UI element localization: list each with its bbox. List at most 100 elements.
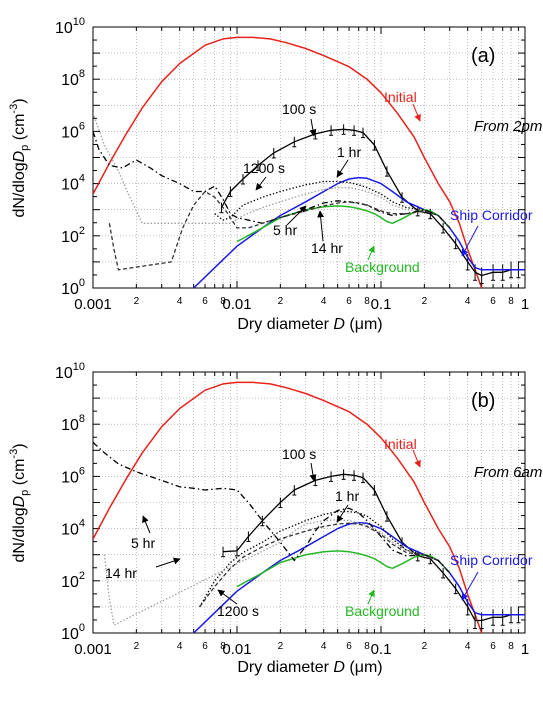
x-minor-tick-label: 2	[422, 296, 428, 307]
x-minor-tick-label: 6	[490, 641, 496, 652]
annotation-background-arrow	[367, 245, 375, 261]
annotation-ship-corridor-arrow	[461, 571, 479, 601]
series-line-1-hr	[199, 510, 451, 608]
x-minor-tick-label: 8	[364, 296, 370, 307]
y-tick-label: 108	[61, 68, 85, 89]
chart-panel-a: 0.001 0.01 0.1 1 2 4 6 8 2 4 6 8 2 4 6 8 100 102 104 106 108…	[8, 16, 542, 333]
annotation-initial: Initial	[384, 89, 417, 105]
y-tick-label: 102	[61, 225, 85, 246]
x-minor-tick-label: 4	[177, 641, 183, 652]
annotation-1200-s: 1200 s	[243, 160, 285, 176]
annotation-5-hr: 5 hr	[273, 222, 297, 238]
x-major-tick-label: 0.1	[371, 296, 392, 313]
y-tick-label: 1010	[55, 16, 85, 37]
x-minor-tick-label: 2	[134, 296, 140, 307]
annotation-100-s-arrow	[309, 462, 317, 482]
x-major-tick-label: 0.001	[74, 641, 112, 658]
annotation-14-hr: 14 hr	[311, 240, 343, 256]
x-axis-label: Dry diameter D (μm)	[237, 659, 382, 676]
y-tick-label: 104	[61, 518, 85, 539]
chart-panel-b: 0.001 0.01 0.1 1 2 4 6 8 2 4 6 8 2 4 6 8 100 102 104 106 108…	[8, 361, 542, 676]
x-minor-tick-label: 4	[177, 296, 183, 307]
y-tick-label: 102	[61, 570, 85, 591]
x-major-tick-label: 0.01	[222, 296, 251, 313]
annotation-initial-arrow	[412, 449, 421, 468]
annotation-1200-s: 1200 s	[217, 603, 259, 619]
x-minor-tick-label: 2	[278, 641, 284, 652]
x-minor-tick-label: 4	[321, 641, 327, 652]
annotation-1200-s-arrow	[217, 589, 238, 605]
x-minor-tick-label: 8	[364, 641, 370, 652]
annotation-ship-corridor-arrow	[461, 225, 479, 257]
series-line-14-hr	[199, 522, 451, 608]
tick-marks	[92, 371, 525, 634]
annotation-ship-corridor: Ship Corridor	[450, 552, 533, 568]
x-minor-tick-label: 8	[220, 296, 226, 307]
x-minor-tick-label: 4	[321, 296, 327, 307]
gridlines	[93, 27, 525, 288]
x-major-tick-label: 1	[521, 296, 529, 313]
annotation-1-hr: 1 hr	[335, 488, 359, 504]
series-line-ship-corridor	[193, 176, 525, 288]
annotation-100-s: 100 s	[282, 446, 316, 462]
y-tick-label: 106	[61, 465, 85, 486]
series-line-ship-corridor	[193, 521, 525, 633]
series-line-14-hr	[108, 190, 451, 271]
series-line-background	[236, 550, 451, 588]
annotation-ship-corridor: Ship Corridor	[450, 207, 533, 223]
y-axis-label: dN/dlogDp (cm-3)	[8, 443, 31, 562]
series-line-initial	[93, 36, 483, 288]
x-minor-tick-label: 6	[346, 641, 352, 652]
x-major-tick-label: 0.001	[74, 296, 112, 313]
series-line-100-s	[220, 128, 519, 277]
x-minor-tick-label: 4	[465, 641, 471, 652]
annotation-100-s: 100 s	[282, 101, 316, 117]
annotation-background: Background	[345, 259, 420, 275]
x-major-tick-label: 0.1	[371, 641, 392, 658]
panel-label: (a)	[471, 45, 495, 67]
series-line-initial	[93, 381, 483, 633]
annotation-1-hr-arrow	[336, 504, 349, 523]
x-minor-tick-label: 6	[202, 641, 208, 652]
annotation-5-hr-arrow	[286, 205, 307, 226]
annotation-background-arrow	[367, 589, 375, 605]
y-axis-label: dN/dlogDp (cm-3)	[8, 98, 31, 217]
time-label: From 2pm	[474, 118, 542, 135]
annotation-1-hr: 1 hr	[337, 144, 361, 160]
panel-label: (b)	[471, 390, 495, 412]
tick-marks	[92, 26, 525, 289]
series-line-1-hr	[93, 112, 451, 229]
series-line-1200-s	[214, 180, 451, 229]
x-minor-tick-label: 6	[202, 296, 208, 307]
annotation-5-hr: 5 hr	[131, 535, 155, 551]
annotation-background: Background	[345, 603, 420, 619]
x-major-tick-label: 0.01	[222, 641, 251, 658]
time-label: From 6am	[474, 464, 542, 481]
series-line-1200-s	[103, 519, 451, 626]
annotation-5-hr-arrow	[142, 515, 151, 534]
x-minor-tick-label: 2	[278, 296, 284, 307]
y-tick-label: 100	[61, 277, 85, 298]
y-tick-label: 1010	[55, 361, 85, 382]
x-minor-tick-label: 2	[422, 641, 428, 652]
x-minor-tick-label: 8	[508, 641, 514, 652]
y-tick-label: 104	[61, 173, 85, 194]
y-tick-label: 108	[61, 413, 85, 434]
x-minor-tick-label: 8	[508, 296, 514, 307]
x-minor-tick-label: 6	[490, 296, 496, 307]
annotation-100-s-arrow	[309, 118, 317, 137]
series-group	[93, 381, 525, 633]
annotation-1-hr-arrow	[336, 159, 349, 178]
x-major-tick-label: 1	[521, 641, 529, 658]
y-tick-label: 106	[61, 120, 85, 141]
y-tick-label: 100	[61, 622, 85, 643]
x-axis-label: Dry diameter D (μm)	[237, 316, 382, 333]
gridlines	[93, 372, 525, 633]
x-minor-tick-label: 6	[346, 296, 352, 307]
x-minor-tick-label: 2	[134, 641, 140, 652]
annotation-initial-arrow	[412, 103, 421, 122]
annotation-1200-s-arrow	[255, 176, 267, 191]
x-minor-tick-label: 4	[465, 296, 471, 307]
x-minor-tick-label: 8	[220, 641, 226, 652]
